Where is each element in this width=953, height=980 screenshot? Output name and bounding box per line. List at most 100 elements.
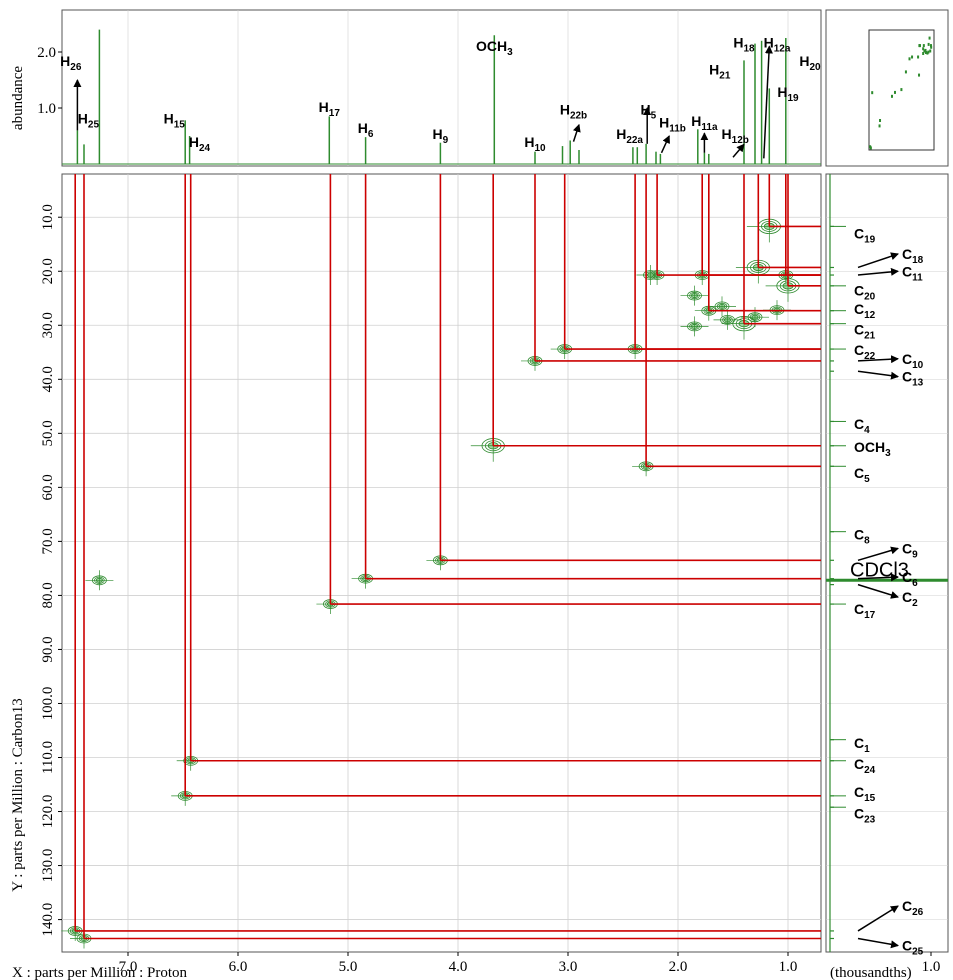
y-tick-label: 90.0 — [40, 636, 56, 662]
carbon-label: C19 — [854, 225, 876, 245]
y-tick-label: 40.0 — [40, 366, 56, 392]
proton-label: H18 — [733, 35, 755, 55]
y-tick-label: 10.0 — [40, 204, 56, 230]
inset-dot — [927, 42, 930, 46]
carbon-label: C17 — [854, 601, 876, 621]
y-tick-label: 80.0 — [40, 582, 56, 608]
x-tick-label: 5.0 — [339, 959, 358, 975]
side-panel-frame — [825, 173, 949, 953]
top-panel-frame — [61, 9, 822, 167]
carbon-arrow — [857, 370, 899, 380]
proton-label: H21 — [709, 61, 731, 81]
carbon-arrow — [857, 252, 899, 269]
inset-dot — [908, 57, 911, 61]
proton-label: H11b — [659, 115, 686, 135]
inset-dot — [918, 44, 921, 48]
carbon-label: C18 — [902, 246, 924, 266]
top-y-tick-label: 1.0 — [37, 101, 56, 117]
y-tick-label: 120.0 — [40, 795, 56, 829]
proton-label: H12b — [722, 126, 749, 146]
carbon-label: OCH3 — [854, 439, 891, 459]
proton-arrow — [763, 45, 773, 159]
proton-label: H24 — [189, 134, 211, 154]
proton-label: H22a — [616, 126, 643, 146]
y-tick-label: 100.0 — [40, 687, 56, 721]
inset-dot — [929, 49, 932, 53]
carbon-label: C13 — [902, 369, 924, 389]
inset-dot — [878, 124, 881, 128]
top-y-tick-label: 2.0 — [37, 45, 56, 61]
inset-dot — [922, 44, 925, 48]
top-proton-projection: 1.0 2.0 abundance — [10, 29, 821, 165]
inset-dot — [894, 90, 896, 94]
correlation-lines — [74, 174, 821, 940]
grid-lines — [62, 10, 948, 952]
carbon-label: C15 — [854, 784, 876, 804]
proton-label: H15 — [164, 111, 186, 131]
y-axis-label: Y : parts per Million : Carbon13 — [10, 698, 26, 892]
carbon-arrow — [857, 267, 899, 276]
y-tick-label: 110.0 — [40, 741, 56, 774]
carbon-label: C24 — [854, 756, 876, 776]
proton-label: H19 — [777, 84, 799, 104]
inset-dot — [922, 47, 925, 51]
carbon-label: C21 — [854, 322, 876, 342]
carbon-arrow — [857, 355, 899, 364]
proton-label: H26 — [60, 53, 82, 73]
x-tick-label: 6.0 — [229, 959, 248, 975]
x-tick-label: 1.0 — [779, 959, 798, 975]
y-tick-label: 130.0 — [40, 849, 56, 883]
carbon-label: C23 — [854, 806, 876, 826]
inset-dot — [923, 49, 926, 53]
proton-label: H12a — [764, 35, 791, 55]
carbon-arrow — [857, 905, 899, 932]
carbon-label: C25 — [902, 938, 924, 958]
carbon-label: C6 — [902, 569, 918, 589]
x-tick-label: 4.0 — [449, 959, 468, 975]
carbon-arrow — [857, 583, 899, 599]
inset-dot — [918, 73, 921, 77]
x-tick-label: 2.0 — [669, 959, 688, 975]
proton-label: H9 — [433, 126, 449, 146]
x-axis-label: X : parts per Million : Proton — [12, 965, 187, 980]
y-tick-label: 140.0 — [40, 903, 56, 937]
carbon-label: C4 — [854, 416, 870, 436]
inset-dot — [869, 146, 872, 150]
carbon-label: C9 — [902, 540, 918, 560]
carbon-label: C26 — [902, 898, 924, 918]
carbon-arrow — [857, 573, 899, 582]
inset-dot — [879, 119, 882, 122]
plot-frames — [61, 9, 949, 953]
thumbnail-overview — [869, 36, 933, 150]
carbon-label: C2 — [902, 589, 918, 609]
proton-label: OCH3 — [476, 38, 513, 58]
x-tick-label: 3.0 — [559, 959, 578, 975]
proton-label: H22b — [560, 102, 587, 122]
carbon-arrow — [857, 546, 899, 562]
inset-dot — [871, 91, 874, 95]
y-tick-label: 30.0 — [40, 312, 56, 338]
main-plot-frame — [61, 173, 822, 953]
carbon-label: C5 — [854, 465, 870, 485]
carbon-label: C20 — [854, 283, 876, 303]
side-x-tick-label: 1.0 — [922, 959, 941, 975]
top-y-axis-label: abundance — [10, 66, 26, 130]
inset-dot — [917, 55, 920, 59]
carbon-label: C1 — [854, 735, 870, 755]
proton-label: H10 — [524, 134, 546, 154]
inset-dot — [900, 88, 903, 92]
carbon-arrow — [857, 937, 899, 949]
carbon-label: C11 — [902, 263, 923, 283]
y-tick-label: 50.0 — [40, 420, 56, 446]
proton-arrow — [732, 143, 745, 158]
y-tick-label: 70.0 — [40, 528, 56, 554]
inset-dot — [928, 36, 931, 40]
axes: 7.0 6.0 5.0 4.0 3.0 2.0 1.0 X : parts per Milli… — [10, 204, 940, 980]
inset-dot — [929, 44, 932, 48]
proton-label: H6 — [358, 120, 374, 140]
proton-label: H20 — [799, 53, 821, 73]
proton-arrow — [572, 123, 581, 142]
inset-dot — [924, 48, 927, 52]
